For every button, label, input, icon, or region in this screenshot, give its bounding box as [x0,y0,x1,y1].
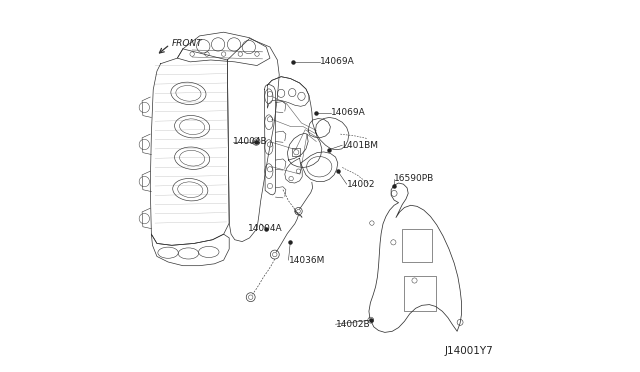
Text: 16590PB: 16590PB [394,174,435,183]
Text: 14069A: 14069A [320,57,355,66]
Text: 14002B: 14002B [335,320,370,329]
Text: 14069A: 14069A [331,108,366,117]
Text: 14004A: 14004A [248,224,282,233]
Text: FRONT: FRONT [172,39,202,48]
Text: J14001Y7: J14001Y7 [445,346,493,356]
Text: L401BM: L401BM [342,141,378,150]
Text: 14036M: 14036M [289,256,325,264]
Text: 14002: 14002 [347,180,375,189]
Text: 14004B: 14004B [233,137,268,146]
